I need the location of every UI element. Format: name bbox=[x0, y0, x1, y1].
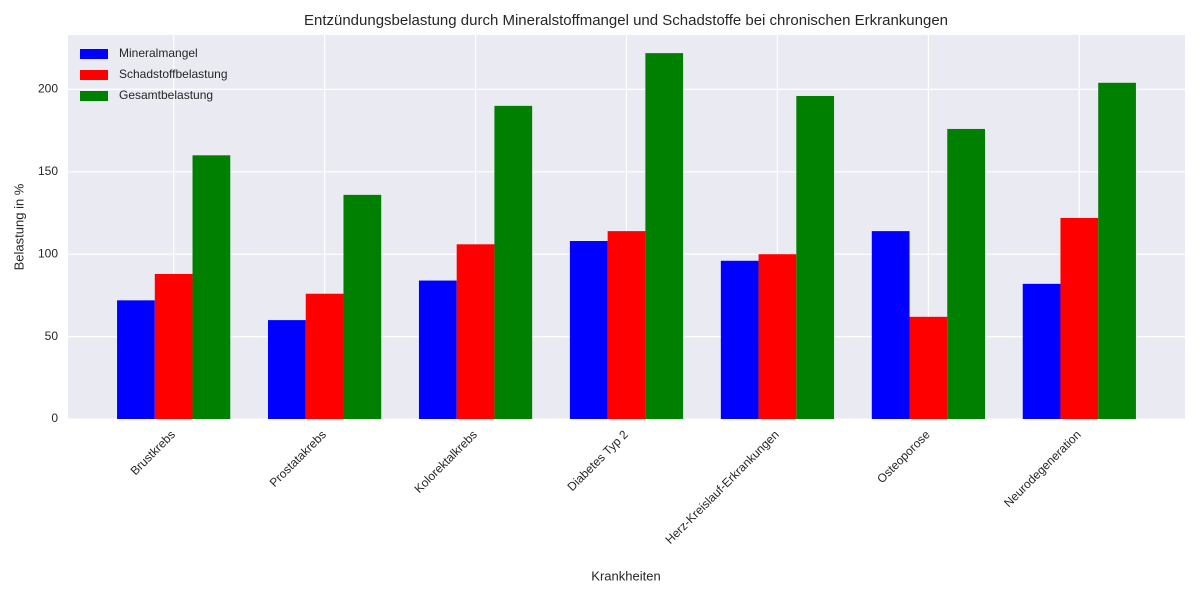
bar bbox=[494, 105, 533, 420]
bar bbox=[117, 300, 155, 419]
bar bbox=[1022, 283, 1061, 419]
x-tick-label: Neurodegeneration bbox=[1001, 427, 1084, 510]
bar bbox=[758, 254, 797, 419]
y-tick-label: 150 bbox=[38, 164, 58, 178]
bar bbox=[1060, 217, 1099, 419]
bar bbox=[343, 194, 382, 419]
x-tick-label: Herz-Kreislauf-Erkrankungen bbox=[662, 427, 781, 546]
bar bbox=[871, 231, 910, 419]
bar bbox=[796, 95, 835, 419]
chart-title: Entzündungsbelastung durch Mineralstoffm… bbox=[304, 12, 948, 29]
bar bbox=[305, 293, 344, 419]
bar bbox=[909, 316, 948, 419]
y-axis-label: Belastung in % bbox=[11, 183, 26, 270]
bar bbox=[645, 53, 684, 419]
x-tick-label: Brustkrebs bbox=[128, 427, 178, 477]
y-tick-label: 100 bbox=[38, 246, 58, 260]
legend-label: Schadstoffbelastung bbox=[119, 67, 228, 81]
x-tick-label: Kolorektalkrebs bbox=[412, 427, 480, 495]
bar bbox=[418, 280, 457, 419]
bar bbox=[192, 155, 231, 419]
bar bbox=[569, 241, 608, 419]
x-tick-label: Osteoporose bbox=[874, 427, 933, 486]
x-tick-label: Prostatakrebs bbox=[267, 427, 329, 489]
legend-swatch bbox=[80, 49, 108, 59]
bar bbox=[720, 260, 759, 419]
legend-swatch bbox=[80, 70, 108, 80]
bar bbox=[947, 128, 985, 419]
y-tick-label: 50 bbox=[45, 329, 59, 343]
legend-label: Gesamtbelastung bbox=[119, 88, 213, 102]
legend-label: Mineralmangel bbox=[119, 46, 198, 60]
bar bbox=[154, 273, 193, 419]
legend-swatch bbox=[80, 91, 108, 101]
bar bbox=[456, 244, 495, 419]
y-tick-label: 200 bbox=[38, 82, 58, 96]
x-tick-label: Diabetes Typ 2 bbox=[565, 427, 632, 494]
bar bbox=[607, 231, 646, 419]
y-tick-label: 0 bbox=[51, 411, 58, 425]
bar bbox=[268, 320, 306, 419]
bar bbox=[1098, 82, 1136, 419]
x-axis-label: Krankheiten bbox=[591, 568, 660, 583]
